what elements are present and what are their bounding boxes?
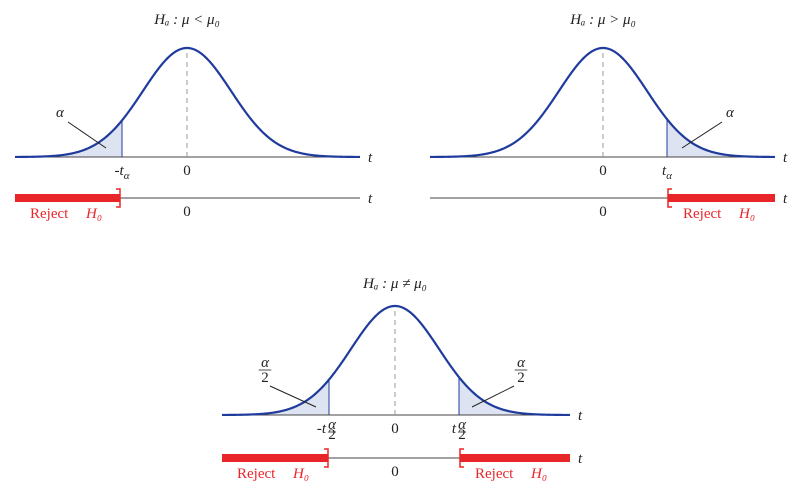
critical-sub-numerator: α [458,417,467,433]
line-label: t [368,191,373,207]
bracket [116,188,121,208]
pointer [681,121,723,149]
alpha-label-denominator: 2 [517,370,525,386]
title: Hₐ : μ > μ₀ [569,12,636,28]
reject-region [668,194,775,202]
reject-region [460,454,570,462]
critical-t: t [452,421,457,437]
alpha-label-numerator: α [517,355,526,371]
reject-word: Reject [237,466,276,482]
critical-sub-denominator: 2 [328,427,336,443]
critical-sub: α [124,170,130,182]
line-center-label: 0 [183,204,191,220]
axis-label: t [783,150,788,166]
density-curve [222,304,570,417]
reject-word: Reject [475,466,514,482]
rejection-area [222,379,329,415]
line-center-label: 0 [391,464,399,480]
reject-hypothesis: H₀ [530,466,547,482]
bracket [324,448,329,468]
critical-sub-denominator: 2 [458,427,466,443]
alpha-label: α [56,105,65,121]
axis-label: t [368,150,373,166]
rejection-area [15,120,122,157]
critical-t: -t [317,421,327,437]
critical-label: tα [662,163,672,182]
rejection-area [459,377,570,415]
title: Hₐ : μ ≠ μ₀ [362,276,427,292]
reject-hypothesis: H₀ [85,206,102,222]
bracket [667,188,672,208]
rejection-area [667,119,775,157]
critical-t: -t [115,163,125,179]
critical-label: -tα [115,163,130,182]
density-curve [430,46,776,159]
alpha-label-denominator: 2 [261,370,269,386]
reject-region [15,194,120,202]
reject-hypothesis: H₀ [738,206,755,222]
critical-sub-numerator: α [328,417,337,433]
line-label: t [578,451,583,467]
pointer [471,385,515,408]
line-label: t [783,191,788,207]
title: Hₐ : μ < μ₀ [153,12,220,28]
critical-sub: α [666,170,672,182]
pointer [269,385,317,408]
reject-word: Reject [683,206,722,222]
alpha-label-numerator: α [261,355,270,371]
reject-word: Reject [30,206,69,222]
axis-center-label: 0 [599,163,607,179]
reject-region [222,454,328,462]
line-center-label: 0 [599,204,607,220]
bracket [459,448,464,468]
reject-hypothesis: H₀ [292,466,309,482]
density-curve [14,46,360,159]
axis-center-label: 0 [391,421,399,437]
axis-label: t [578,408,583,424]
pointer [67,121,107,149]
alpha-label: α [726,105,735,121]
critical-t: t [662,163,667,179]
axis-center-label: 0 [183,163,191,179]
